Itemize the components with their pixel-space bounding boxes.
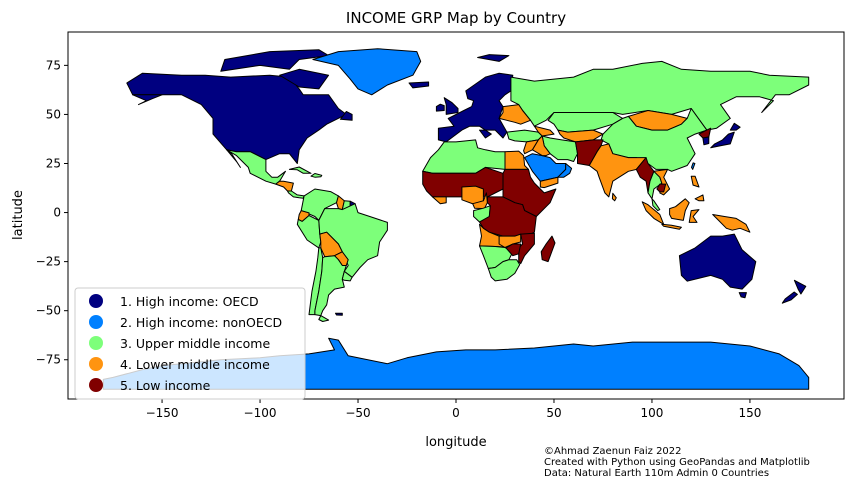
legend-label-high-income-oecd: 1. High income: OECD	[120, 294, 259, 309]
y-tick-label: 50	[46, 107, 61, 121]
region-zambia	[498, 233, 522, 248]
legend-box	[74, 287, 306, 400]
legend-marker-upper-middle-income	[89, 336, 103, 350]
region-sulawesi	[688, 209, 700, 223]
region-java	[661, 223, 682, 230]
region-taiwan	[691, 162, 696, 170]
region-russia	[510, 60, 810, 131]
region-japan-honshu	[710, 131, 735, 149]
region-newfoundland	[339, 111, 353, 121]
legend-marker-lower-middle-income	[89, 357, 103, 371]
region-ireland	[435, 103, 445, 112]
region-costa-rica-panama	[287, 190, 305, 199]
region-indochina	[653, 168, 671, 196]
x-tick-label: 50	[546, 406, 561, 420]
x-tick-label: −100	[244, 406, 277, 420]
region-australia	[678, 233, 757, 290]
x-tick-label: −150	[146, 406, 179, 420]
region-ukraine-belarus	[498, 104, 531, 125]
region-south-korea	[702, 136, 710, 146]
x-axis-label: longitude	[425, 435, 486, 450]
region-levant	[523, 139, 539, 155]
legend-marker-low-income	[89, 378, 103, 392]
region-mexico	[226, 149, 286, 185]
x-tick-label: 0	[452, 406, 460, 420]
chart-title: INCOME GRP Map by Country	[346, 9, 566, 27]
region-iraq	[531, 135, 551, 157]
region-greenland	[312, 48, 422, 96]
region-sri-lanka	[611, 192, 617, 202]
region-borneo	[669, 198, 690, 221]
region-great-britain	[443, 97, 459, 115]
region-uruguay	[341, 270, 353, 282]
region-tasmania	[738, 292, 747, 299]
legend-marker-high-income-oecd	[89, 294, 103, 308]
credit-data-source: Data: Natural Earth 110m Admin 0 Countri…	[544, 468, 770, 479]
legend: 1. High income: OECD 2. High income: non…	[74, 287, 306, 400]
region-cambodia	[656, 183, 667, 193]
y-axis-label: latitude	[11, 190, 26, 240]
region-tierra-del-fuego	[318, 315, 330, 322]
region-new-guinea	[712, 214, 751, 233]
legend-label-low-income: 5. Low income	[120, 378, 211, 393]
region-new-zealand-south	[781, 291, 798, 304]
x-axis-ticks: −150 −100 −50 0 50 100 150	[146, 399, 761, 420]
region-mindanao	[694, 194, 705, 202]
region-baffin-island	[279, 68, 330, 90]
x-tick-label: −50	[345, 406, 370, 420]
region-west-africa-coast	[432, 196, 447, 205]
region-mozambique	[518, 232, 535, 265]
legend-label-lower-middle-income: 4. Lower middle income	[120, 357, 270, 372]
y-tick-label: 75	[46, 58, 61, 72]
region-central-america	[275, 180, 294, 192]
y-tick-label: 25	[46, 156, 61, 170]
region-svalbard	[477, 54, 510, 62]
x-tick-label: 150	[738, 406, 761, 420]
region-north-korea	[698, 127, 712, 139]
country-regions	[102, 48, 810, 390]
y-axis-ticks: 75 50 25 0 −25 −50 −75	[36, 58, 68, 367]
region-japan-hokkaido	[729, 122, 741, 131]
region-madagascar	[540, 235, 556, 263]
region-argentina	[314, 255, 347, 317]
region-oman	[557, 163, 573, 178]
y-tick-label: −25	[36, 255, 61, 269]
credit-author: ©Ahmad Zaenun Faiz 2022	[544, 446, 682, 457]
region-iceland	[408, 81, 430, 89]
region-peru	[296, 215, 322, 249]
region-western-europe	[437, 72, 514, 143]
region-caucasus	[533, 125, 555, 137]
y-tick-label: 0	[53, 206, 61, 220]
region-hispaniola	[310, 173, 323, 178]
x-tick-label: 100	[641, 406, 664, 420]
y-tick-label: −75	[36, 353, 61, 367]
region-south-africa	[487, 259, 521, 282]
region-falklands	[335, 312, 343, 316]
legend-label-upper-middle-income: 3. Upper middle income	[120, 336, 270, 351]
region-baja-california	[226, 149, 241, 168]
legend-marker-high-income-nonoecd	[89, 315, 103, 329]
region-north-africa	[422, 139, 506, 174]
credit-tools: Created with Python using GeoPandas and …	[544, 457, 810, 468]
region-canada-usa	[126, 72, 347, 164]
region-malay-peninsula	[651, 198, 661, 212]
region-new-zealand-north	[793, 279, 807, 295]
region-cuba	[288, 166, 312, 174]
region-alaska-peninsula	[132, 94, 163, 106]
region-zimbabwe	[505, 243, 522, 257]
legend-label-high-income-nonoecd: 2. High income: nonOECD	[120, 315, 282, 330]
region-luzon	[690, 175, 700, 188]
y-tick-label: −50	[36, 304, 61, 318]
region-yemen	[539, 176, 559, 189]
region-canadian-arctic-islands	[220, 49, 330, 72]
